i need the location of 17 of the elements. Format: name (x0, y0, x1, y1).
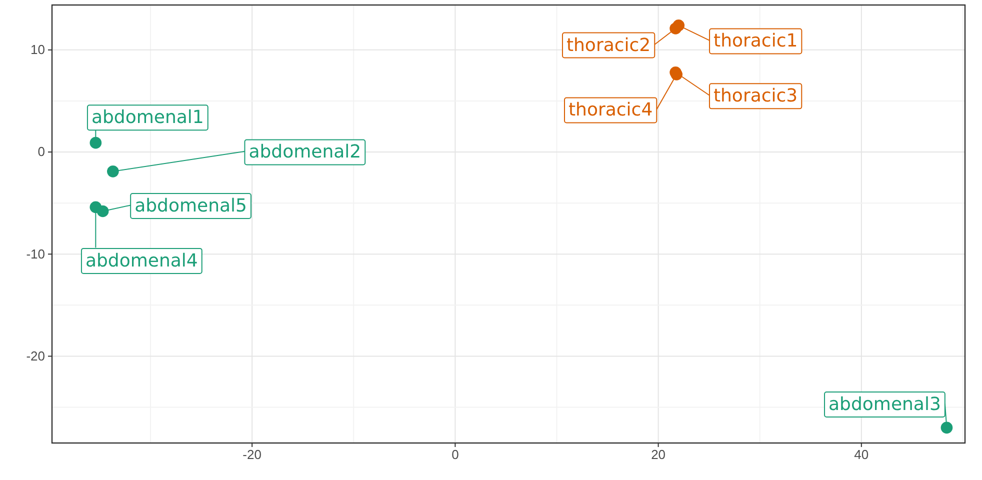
x-tick-label: -20 (242, 447, 262, 462)
y-tick-label: 0 (38, 144, 45, 160)
annotation: abdomenal1 (91, 107, 204, 128)
annotation: abdomenal5 (134, 196, 247, 217)
annotation: thoracic4 (568, 100, 653, 121)
y-tick-label: -20 (26, 348, 45, 364)
annotation: abdomenal3 (828, 394, 941, 415)
y-tick-label: 10 (30, 42, 45, 58)
annotation: abdomenal2 (248, 142, 362, 163)
annotation: abdomenal4 (85, 250, 198, 272)
y-tick-label: -10 (26, 246, 45, 262)
annotation: thoracic2 (566, 34, 651, 56)
x-tick-label: 20 (651, 447, 666, 462)
annotation: thoracic1 (714, 30, 798, 52)
annotation: thoracic3 (713, 86, 798, 107)
x-tick-label: 0 (452, 447, 459, 462)
x-tick-label: 40 (854, 447, 869, 462)
